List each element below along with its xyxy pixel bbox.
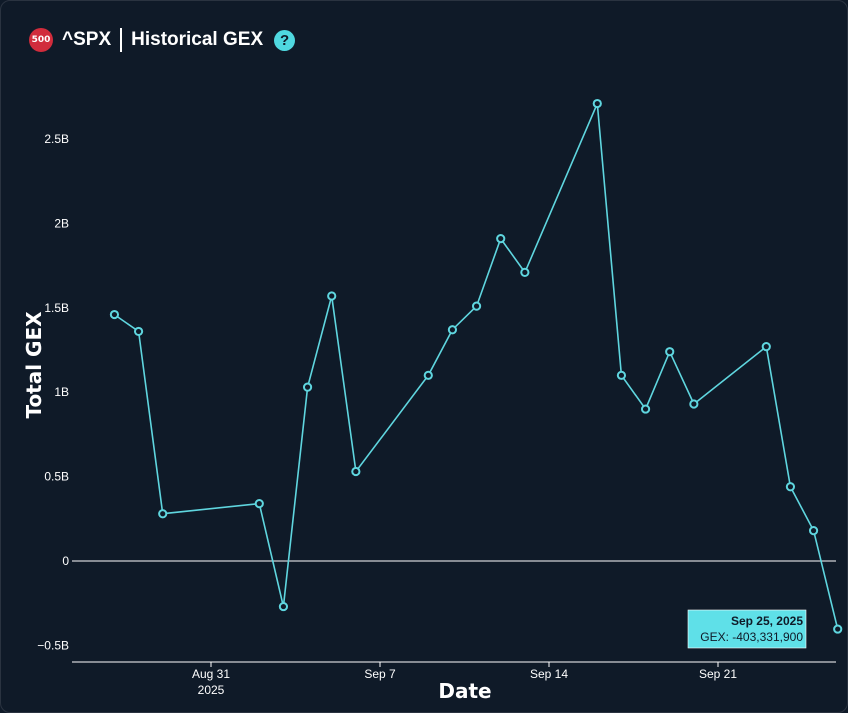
x-tick-label: Sep 7 [364,667,396,681]
data-point[interactable] [351,466,361,477]
x-axis-title: Date [438,679,491,703]
ticker-symbol: ^SPX [62,29,112,50]
x-tick-label: Sep 21 [699,667,737,681]
series-layer [113,103,839,630]
y-tick-label: 0 [62,554,69,568]
data-point[interactable] [158,509,168,519]
chart-title: Historical GEX [131,29,264,50]
header-divider [120,28,123,52]
help-icon[interactable]: ? [274,29,296,51]
y-axis-title: Total GEX [22,311,46,419]
x-tick-label: Sep 14 [530,667,568,681]
tooltip-date: Sep 25, 2025 [731,614,803,628]
x-tick-sublabel: 2025 [198,683,225,697]
data-point[interactable] [302,382,313,392]
y-tick-label: 1B [54,385,69,399]
data-point[interactable] [616,370,627,380]
data-point[interactable] [278,601,289,612]
data-point[interactable] [665,347,675,357]
data-point[interactable] [254,499,264,509]
data-point[interactable] [833,624,843,634]
axes-layer: −0.5B 0 0.5B 1B 1.5B 2B 2.5B Aug 31 2025 Sep 7 Sep… [37,132,836,697]
data-point[interactable] [808,526,819,536]
y-tick-label: 2.5B [44,132,69,146]
data-point[interactable] [447,325,458,335]
y-tick-label: 2B [54,216,69,230]
x-tick-label: Aug 31 [192,667,230,681]
hover-tooltip: Sep 25, 2025 GEX: -403,331,900 [687,609,807,649]
sp500-badge-icon: 500 [29,28,53,52]
gex-series-line [113,103,839,630]
points-layer [109,98,843,634]
data-point[interactable] [761,342,771,352]
y-tick-label: 0.5B [44,470,69,484]
data-point[interactable] [640,404,651,414]
tooltip-value: GEX: -403,331,900 [700,630,803,644]
data-point[interactable] [785,482,796,492]
data-point[interactable] [592,98,602,109]
chart-header: 500 ^SPX Historical GEX ? [29,27,296,53]
data-point[interactable] [520,267,530,277]
data-point[interactable] [496,233,506,244]
y-tick-label: −0.5B [37,638,69,652]
data-point[interactable] [109,309,120,320]
data-point[interactable] [423,370,433,380]
data-point[interactable] [471,301,482,311]
data-point[interactable] [689,399,699,409]
y-tick-label: 1.5B [44,301,69,315]
data-point[interactable] [327,291,337,301]
data-point[interactable] [133,326,144,337]
tooltip-box [687,609,807,649]
